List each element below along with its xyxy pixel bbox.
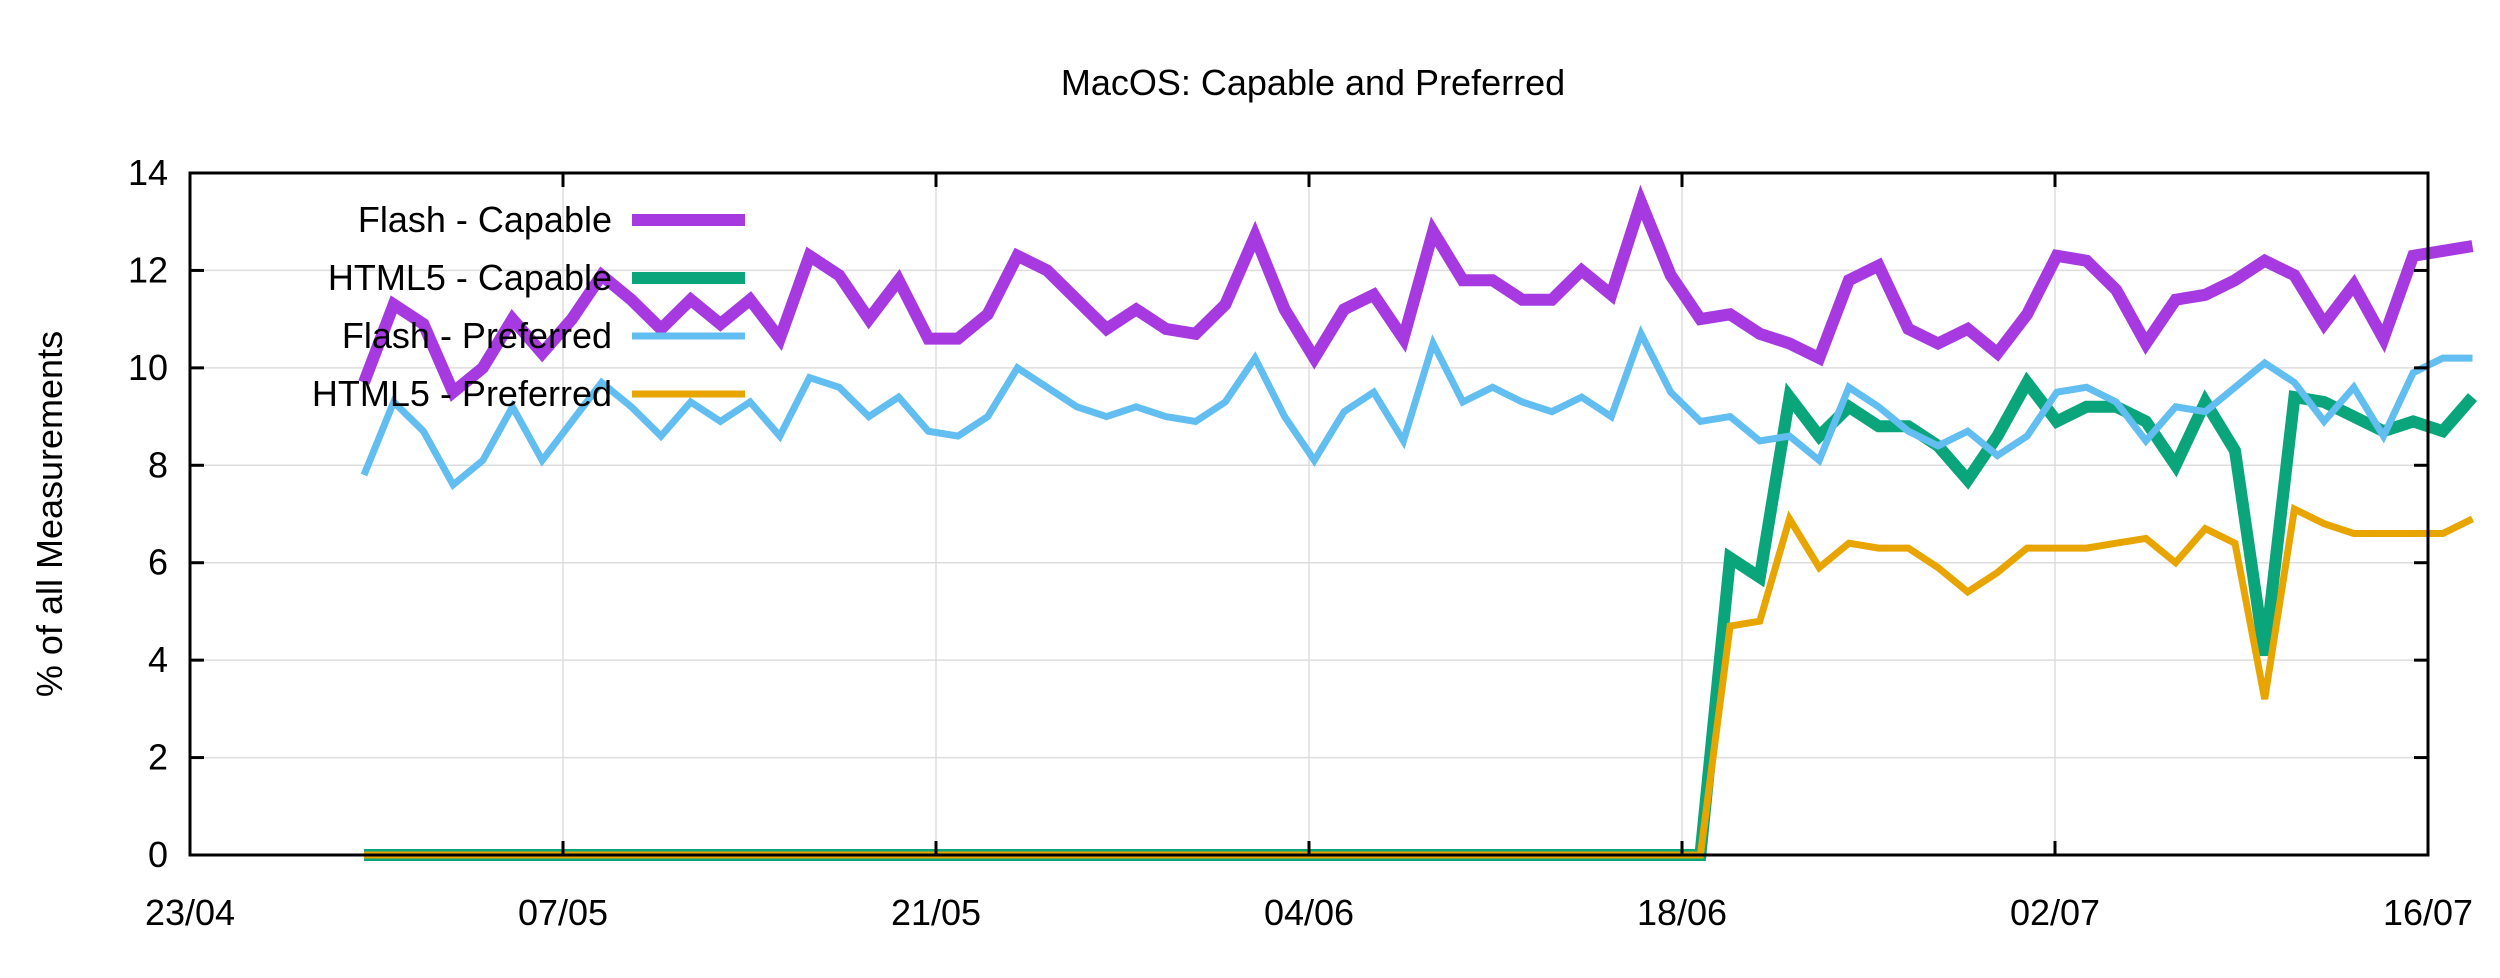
legend-label: HTML5 - Preferred: [312, 373, 612, 414]
chart-title: MacOS: Capable and Preferred: [1061, 62, 1565, 103]
x-tick-label: 16/07: [2383, 892, 2473, 933]
grid-lines: [190, 173, 2428, 855]
y-tick-label: 0: [148, 834, 168, 875]
y-axis-label: % of all Measurements: [29, 331, 70, 697]
x-tick-label: 23/04: [145, 892, 235, 933]
x-tick-label: 04/06: [1264, 892, 1354, 933]
y-tick-label: 12: [128, 249, 168, 290]
series-line-flash-capable: [358, 184, 2474, 402]
series-line-flash-preferred: [360, 324, 2473, 491]
legend: Flash - Capable HTML5 - Capable Flash - Pr…: [312, 199, 745, 414]
legend-label: Flash - Preferred: [342, 315, 612, 356]
axis-ticks: 0 2 4 6 8 10 12 14 23/04 07/05 21/05 04/06 18/06 02/0…: [128, 152, 2473, 933]
legend-label: Flash - Capable: [358, 199, 612, 240]
series-line-html5-capable: [364, 371, 2478, 861]
y-tick-label: 10: [128, 347, 168, 388]
y-tick-label: 2: [148, 737, 168, 778]
y-tick-label: 6: [148, 542, 168, 583]
y-tick-label: 14: [128, 152, 168, 193]
series-line-html5-preferred: [364, 503, 2475, 859]
y-tick-label: 8: [148, 444, 168, 485]
x-tick-label: 07/05: [518, 892, 608, 933]
x-tick-label: 21/05: [891, 892, 981, 933]
legend-label: HTML5 - Capable: [328, 257, 612, 298]
x-tick-label: 02/07: [2010, 892, 2100, 933]
y-tick-label: 4: [148, 639, 168, 680]
x-tick-label: 18/06: [1637, 892, 1727, 933]
